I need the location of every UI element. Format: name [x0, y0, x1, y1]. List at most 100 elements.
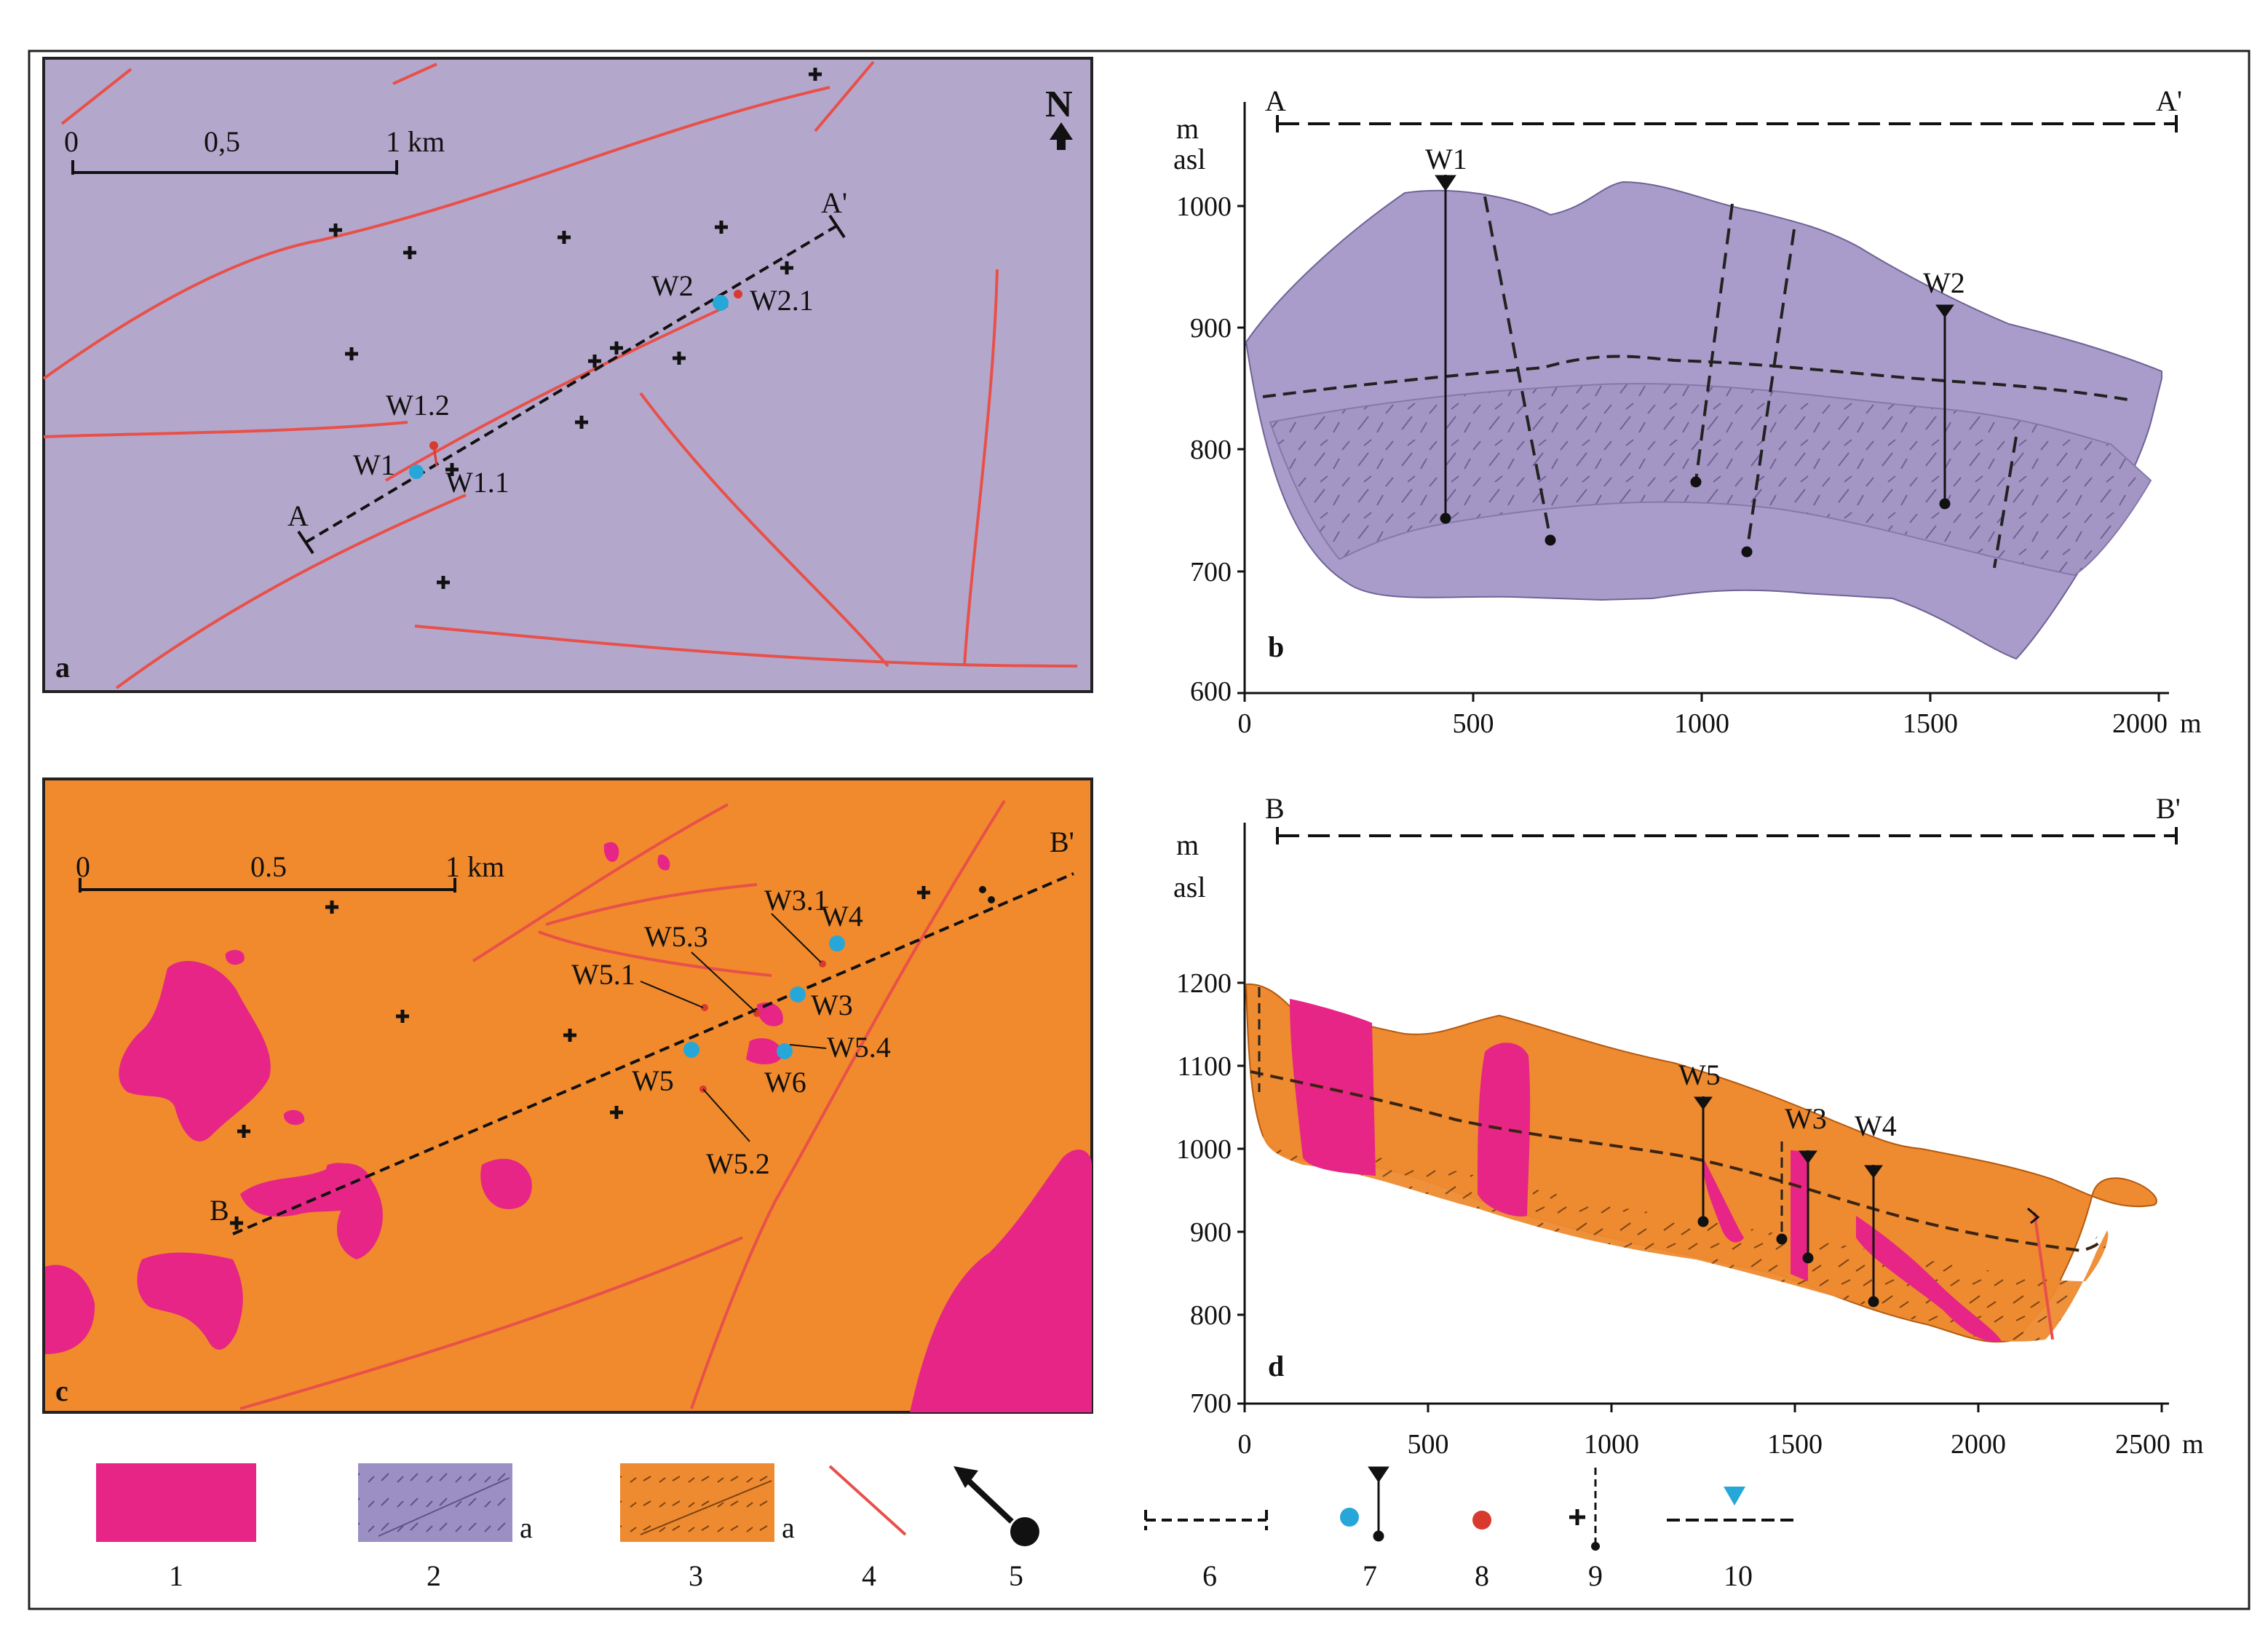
panel-c-letter: c: [55, 1374, 68, 1407]
section-d-hatched-zone: [1263, 1136, 2109, 1342]
label-b-start: A: [1265, 84, 1286, 117]
section-b-faults: [1483, 196, 2018, 569]
d-ytick-900: 900: [1190, 1217, 1232, 1248]
section-d-water-table: [1250, 1070, 2101, 1253]
north-arrow-icon: N: [1045, 84, 1073, 150]
label-w53: W5.3: [644, 920, 708, 953]
section-d-wells: [1694, 1096, 2040, 1307]
panel-c-faults: [239, 799, 1006, 1410]
label-c-end: B': [1050, 826, 1074, 858]
legend-4-fault-icon: [828, 1465, 907, 1536]
d-xtick-2500: 2500: [2115, 1429, 2170, 1460]
section-line-c: [232, 872, 1074, 1235]
label-w6: W6: [764, 1066, 806, 1099]
d-yunit-line1: m: [1176, 828, 1199, 861]
panel-c-leader-lines: [640, 913, 827, 1142]
panel-a-map: 0 0,5 1 km N W1: [42, 57, 1093, 693]
legend-7-well-icon: [1340, 1508, 1359, 1527]
label-d-w5: W5: [1678, 1059, 1721, 1091]
label-w12: W1.2: [386, 389, 450, 422]
legend-3-swatch: [620, 1463, 774, 1542]
legend-5-label: 5: [1009, 1559, 1023, 1592]
d-xtick-0: 0: [1238, 1429, 1252, 1460]
scale-c-tick-1: 0.5: [250, 850, 287, 883]
b-ytick-1000: 1000: [1176, 191, 1232, 222]
legend-2-swatch: [358, 1463, 512, 1542]
well-w2-marker: [713, 295, 729, 311]
well-w6-marker: [777, 1043, 793, 1059]
label-d-end: B': [2156, 792, 2181, 825]
b-xtick-0: 0: [1238, 708, 1252, 739]
legend-1-label: 1: [169, 1559, 183, 1592]
panel-b-letter: b: [1268, 630, 1284, 663]
section-b-water-table: [1262, 355, 2133, 402]
b-xtick-1000: 1000: [1674, 708, 1729, 739]
section-d-intrusions: [1290, 999, 2002, 1342]
legend-9-label: 9: [1588, 1559, 1603, 1592]
label-w31: W3.1: [764, 884, 828, 917]
d-ytick-800: 800: [1190, 1300, 1232, 1331]
panel-b-cross-section: A A' W1 W2 m asl 1000 900 800 700: [1173, 84, 2202, 739]
d-xtick-1500: 1500: [1767, 1429, 1823, 1460]
legend-1-swatch: [96, 1463, 256, 1542]
legend-5-spring-icon: [953, 1466, 1039, 1546]
b-ytick-900: 900: [1190, 313, 1232, 344]
label-w5: W5: [632, 1064, 674, 1097]
d-ytick-1200: 1200: [1176, 968, 1232, 999]
well-w5-marker: [683, 1042, 699, 1058]
section-line-b: [1276, 115, 2178, 132]
legend-3-contact: [640, 1480, 772, 1535]
section-c-point-b: [988, 896, 995, 903]
label-w2: W2: [651, 269, 694, 302]
label-w21: W2.1: [750, 284, 814, 317]
section-b-hatched-zone: [1269, 383, 2152, 577]
legend-7-well-section-icon: [1368, 1466, 1389, 1542]
label-w3: W3: [811, 989, 853, 1021]
well-w51-marker: [701, 1004, 708, 1011]
panel-c-wells: [683, 935, 845, 1093]
label-w54: W5.4: [827, 1031, 891, 1064]
label-b-w2: W2: [1923, 266, 1965, 299]
well-w4-marker: [829, 935, 845, 952]
d-ytick-1000: 1000: [1176, 1134, 1232, 1165]
scale-a-tick-1: 0,5: [204, 125, 240, 158]
legend-6-section-icon: [1144, 1510, 1268, 1530]
panel-b-ticks: [1237, 205, 2160, 702]
panel-d-ticks: [1237, 981, 2163, 1412]
well-w12-trace: [432, 445, 438, 467]
b-ytick-700: 700: [1190, 557, 1232, 587]
panel-a-scale-bar: 0 0,5 1 km: [64, 125, 445, 175]
b-yunit-line1: m: [1176, 112, 1199, 145]
legend-3-sub: a: [782, 1511, 795, 1544]
label-w4: W4: [821, 900, 863, 933]
section-c-point-a: [979, 886, 986, 893]
section-line-a: [304, 224, 838, 544]
panel-d-cross-section: B B' W5 W3 W4 m: [1173, 792, 2204, 1460]
legend-3-label: 3: [689, 1559, 703, 1592]
b-xunit: m: [2180, 708, 2202, 739]
panel-d-letter: d: [1268, 1350, 1284, 1382]
legend-9-borehole-icon: [1569, 1509, 1585, 1525]
label-c-start: B: [210, 1194, 229, 1227]
section-b-wells: [1435, 175, 1954, 558]
scale-a-tick-2: 1 km: [386, 125, 445, 158]
b-ytick-600: 600: [1190, 676, 1232, 707]
d-ytick-700: 700: [1190, 1388, 1232, 1419]
panel-a-background: [42, 57, 1093, 693]
panel-c-intrusions: [45, 842, 1092, 1412]
legend-2-sub: a: [520, 1511, 533, 1544]
legend-4-label: 4: [862, 1559, 876, 1592]
well-w1-marker: [409, 464, 424, 479]
legend-2-label: 2: [427, 1559, 441, 1592]
b-xtick-1500: 1500: [1903, 708, 1958, 739]
scale-c-tick-2: 1 km: [445, 850, 504, 883]
label-b-end: A': [2156, 84, 2182, 117]
section-line-d: [1276, 827, 2178, 844]
panel-a-borehole-symbols: [329, 68, 822, 589]
label-d-w3: W3: [1785, 1102, 1827, 1135]
b-yunit-line2: asl: [1173, 143, 1205, 175]
legend-6-label: 6: [1202, 1559, 1217, 1592]
legend-9-borehole-end: [1591, 1542, 1600, 1551]
well-w3-marker: [790, 986, 806, 1002]
d-xtick-1000: 1000: [1584, 1429, 1639, 1460]
